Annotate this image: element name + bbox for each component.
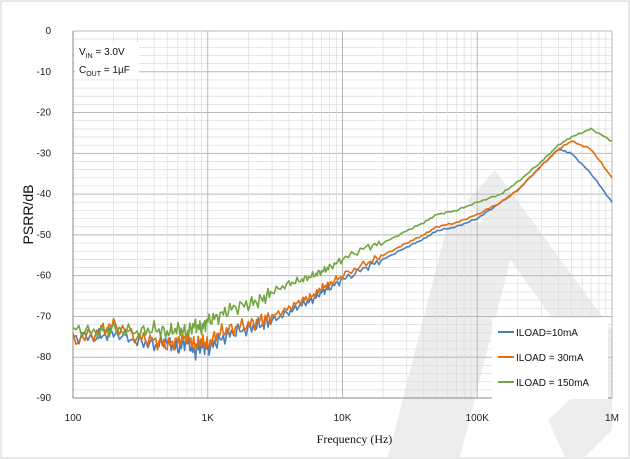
annotation-cout-rest: = 1µF xyxy=(101,65,130,76)
annotation-vin-sub: IN xyxy=(86,53,93,60)
y-tick-label: -40 xyxy=(37,189,52,200)
tick-labels: 0 -10 -20 -30 -40 -50 -60 -70 -80 -90 100 1K 10K 100K… xyxy=(37,26,619,424)
y-tick-label: -90 xyxy=(37,393,52,404)
y-tick-label: -60 xyxy=(37,271,52,282)
series-line-2 xyxy=(72,140,613,351)
x-axis-label: Frequency (Hz) xyxy=(317,432,393,446)
annotation-vin: VIN = 3.0V xyxy=(79,47,125,60)
legend-label: ILOAD=10mA xyxy=(516,328,578,339)
y-tick-label: -20 xyxy=(37,108,52,119)
y-tick-label: -30 xyxy=(37,148,52,159)
annotation-cout-sub: OUT xyxy=(86,71,102,78)
y-tick-label: -50 xyxy=(37,230,52,241)
x-tick-label: 1M xyxy=(605,413,619,424)
series-line-3 xyxy=(72,127,613,340)
y-tick-label: -70 xyxy=(37,311,52,322)
annotation-vin-rest: = 3.0V xyxy=(93,47,125,58)
annotation-background xyxy=(75,43,139,79)
legend-items: ILOAD=10mA ILOAD = 30mA ILOAD = 150mA xyxy=(498,328,589,389)
series-lines xyxy=(72,127,613,361)
annotation-vin-main: V xyxy=(79,47,86,58)
legend: ILOAD=10mA ILOAD = 30mA ILOAD = 150mA xyxy=(492,318,608,399)
annotation-cout-main: C xyxy=(79,65,86,76)
y-tick-label: -80 xyxy=(37,352,52,363)
annotation-box: VIN = 3.0V COUT = 1µF xyxy=(75,43,139,79)
x-tick-label: 100 xyxy=(65,413,82,424)
y-tick-label: 0 xyxy=(45,26,51,37)
annotation-cout: COUT = 1µF xyxy=(79,65,130,78)
legend-label: ILOAD = 150mA xyxy=(516,378,589,389)
x-tick-label: 10K xyxy=(334,413,352,424)
y-axis-label: PSRR/dB xyxy=(20,185,36,245)
y-tick-label: -10 xyxy=(37,67,52,78)
x-tick-label: 1K xyxy=(202,413,215,424)
x-tick-label: 100K xyxy=(466,413,490,424)
legend-label: ILOAD = 30mA xyxy=(516,353,584,364)
